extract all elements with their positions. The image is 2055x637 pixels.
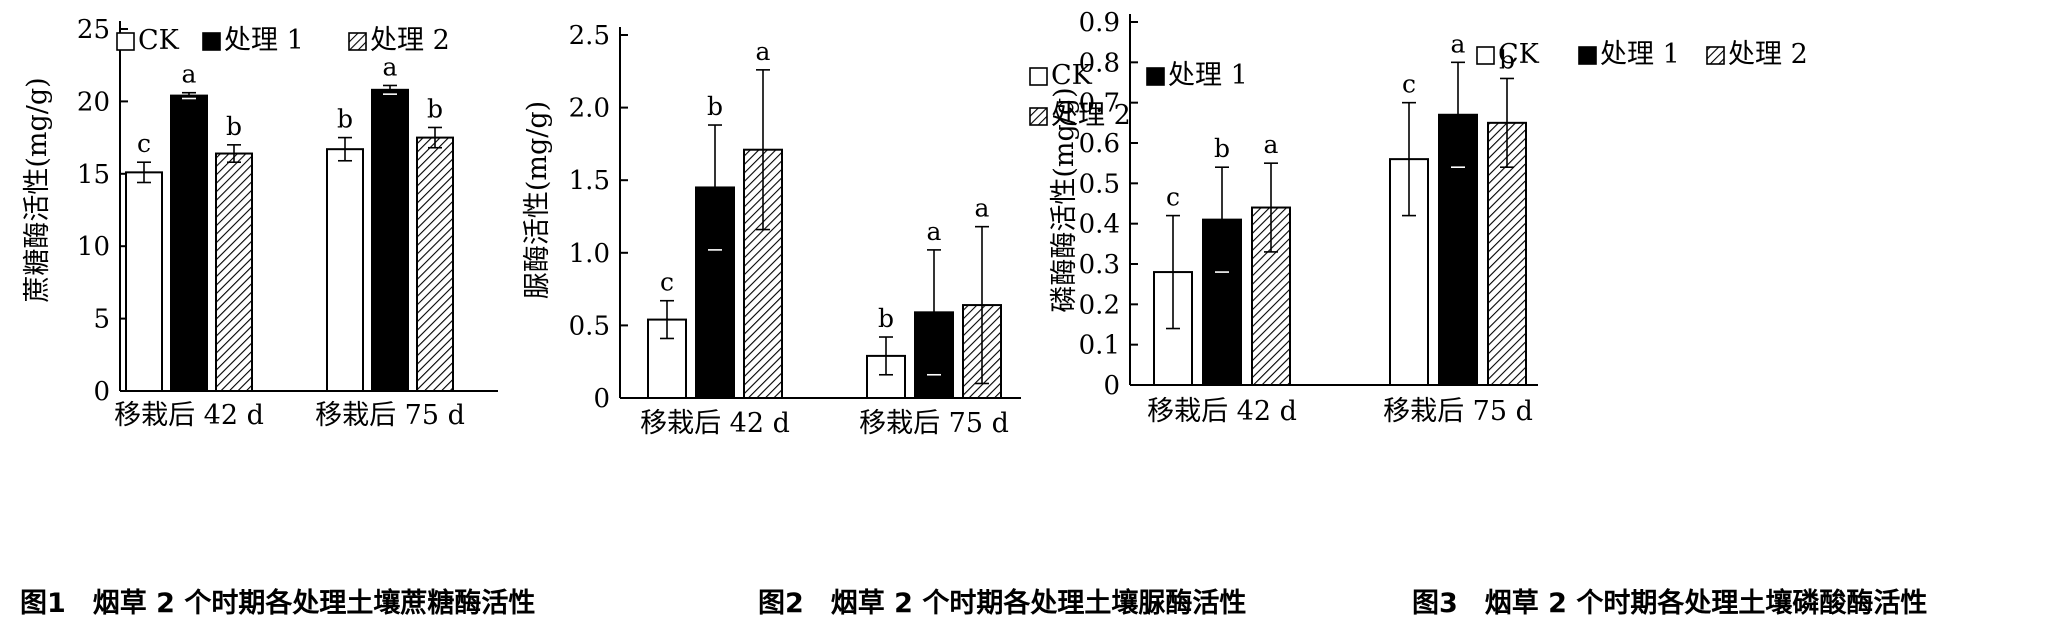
legend-swatch-2 — [202, 32, 221, 51]
legend-label: 处理 2 — [370, 25, 450, 56]
y-tick-label: 0.5 — [1079, 169, 1120, 199]
significance-letter: a — [975, 194, 990, 223]
y-tick-label: 0.3 — [1079, 250, 1120, 280]
y-tick-label: 0 — [1103, 371, 1120, 401]
chart-3: 0 0.1 0.2 0.3 0.4 0.5 0.6 0.7 0.8 0.9 磷酶酶活性(mg/g) c… — [1049, 8, 1927, 619]
y-tick-label: 0.9 — [1079, 8, 1120, 38]
significance-letter: a — [756, 37, 771, 66]
legend-swatch-2 — [1146, 67, 1165, 86]
bar-3-group-2 — [416, 136, 454, 392]
significance-letter: b — [226, 112, 242, 141]
significance-letter: b — [707, 92, 723, 121]
significance-letter: a — [927, 217, 942, 246]
x-category-label: 移栽后 75 d — [315, 400, 465, 431]
legend-label: 处理 1 — [224, 25, 304, 56]
y-tick-label: 2.5 — [569, 21, 610, 51]
y-tick-label: 10 — [77, 232, 110, 262]
significance-letter: a — [1451, 29, 1466, 58]
legend-label: CK — [1051, 60, 1093, 91]
legend-swatch-1 — [1476, 46, 1495, 65]
y-tick-label: 0.4 — [1079, 210, 1120, 240]
y-tick-label: 25 — [77, 15, 110, 45]
significance-letter: c — [1402, 70, 1416, 99]
y-tick-label: 0.2 — [1079, 290, 1120, 320]
y-tick-label: 0.1 — [1079, 331, 1120, 361]
y-tick-label: 20 — [77, 87, 110, 117]
significance-letter: a — [1264, 130, 1279, 159]
bar-1-group-1 — [125, 171, 163, 392]
y-tick-label: 0.8 — [1079, 48, 1120, 78]
y-axis-label: 磷酶酶活性(mg/g) — [1049, 87, 1080, 312]
y-tick-label: 1.5 — [569, 166, 610, 196]
legend-label: CK — [138, 25, 180, 56]
significance-letter: a — [182, 60, 197, 89]
legend-label: 处理 2 — [1728, 39, 1808, 70]
significance-letter: c — [137, 129, 151, 158]
y-tick-label: 0 — [93, 377, 110, 407]
y-tick-label: 0.6 — [1079, 129, 1120, 159]
significance-letter: b — [878, 304, 894, 333]
legend-swatch-3 — [1029, 107, 1048, 126]
y-tick-label: 5 — [93, 305, 110, 335]
x-category-label: 移栽后 42 d — [114, 400, 264, 431]
significance-letter: c — [1166, 183, 1180, 212]
legend-label: 处理 1 — [1168, 60, 1248, 91]
legend-swatch-1 — [116, 32, 135, 51]
significance-letter: a — [383, 52, 398, 81]
y-tick-label: 0.7 — [1079, 89, 1120, 119]
legend-label: 处理 2 — [1051, 100, 1131, 131]
legend-label: CK — [1498, 39, 1540, 70]
significance-letter: c — [660, 268, 674, 297]
bar-1-group-2 — [326, 148, 364, 392]
x-category-label: 移栽后 42 d — [640, 408, 790, 439]
significance-letter: b — [427, 94, 443, 123]
x-category-label: 移栽后 42 d — [1147, 396, 1297, 427]
bar-2-group-2 — [371, 88, 409, 392]
y-axis-label: 脲酶活性(mg/g) — [522, 101, 553, 299]
legend-swatch-2 — [1578, 46, 1597, 65]
legend-swatch-1 — [1029, 67, 1048, 86]
y-tick-label: 0 — [593, 384, 610, 414]
significance-letter: b — [1499, 45, 1515, 74]
figure-caption: 图3 烟草 2 个时期各处理土壤磷酸酶活性 — [1412, 587, 1927, 619]
legend-swatch-3 — [348, 32, 367, 51]
y-tick-label: 0.5 — [569, 311, 610, 341]
x-category-label: 移栽后 75 d — [1383, 396, 1533, 427]
y-tick-label: 1.0 — [569, 239, 610, 269]
bar-3-group-1 — [215, 152, 253, 392]
significance-letter: b — [337, 105, 353, 134]
y-axis-label: 蔗糖酶活性(mg/g) — [22, 77, 53, 302]
bar-2-group-1 — [170, 94, 208, 392]
y-tick-label: 2.0 — [569, 94, 610, 124]
chart-2: 0 0.5 1.0 1.5 2.0 2.5 脲酶活性(mg/g) c b a 移栽后 42 d b a a… — [522, 21, 1248, 619]
legend-swatch-3 — [1706, 46, 1725, 65]
x-category-label: 移栽后 75 d — [859, 408, 1009, 439]
figure-caption: 图2 烟草 2 个时期各处理土壤脲酶活性 — [758, 587, 1246, 619]
legend-label: 处理 1 — [1600, 39, 1680, 70]
significance-letter: b — [1214, 134, 1230, 163]
y-tick-label: 15 — [77, 160, 110, 190]
figure-caption: 图1 烟草 2 个时期各处理土壤蔗糖酶活性 — [20, 587, 535, 619]
